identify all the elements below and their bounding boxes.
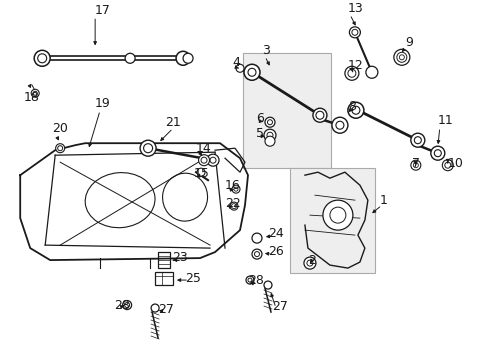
Text: 3: 3: [262, 44, 269, 57]
Circle shape: [231, 185, 240, 193]
Text: 13: 13: [347, 2, 363, 15]
Circle shape: [125, 53, 135, 63]
Bar: [243, 53, 330, 168]
Circle shape: [442, 160, 452, 171]
Text: 28: 28: [114, 298, 130, 311]
Circle shape: [251, 233, 262, 243]
Text: 7: 7: [411, 157, 419, 170]
Text: 16: 16: [224, 179, 240, 192]
Circle shape: [410, 133, 424, 147]
Circle shape: [331, 117, 347, 133]
Text: 28: 28: [247, 274, 264, 287]
Text: 25: 25: [184, 271, 201, 284]
Text: 14: 14: [196, 142, 211, 155]
Text: 17: 17: [95, 4, 111, 17]
Circle shape: [244, 64, 260, 80]
Text: 5: 5: [255, 127, 264, 140]
Circle shape: [410, 160, 420, 170]
Bar: [155, 272, 173, 285]
Text: 11: 11: [437, 114, 453, 127]
Circle shape: [347, 102, 363, 118]
Circle shape: [251, 249, 262, 259]
Circle shape: [393, 49, 409, 65]
Text: 27: 27: [271, 300, 287, 312]
Circle shape: [151, 304, 159, 312]
Circle shape: [176, 51, 190, 65]
Text: 4: 4: [231, 56, 240, 69]
Text: 10: 10: [447, 157, 463, 170]
Circle shape: [198, 155, 209, 166]
Circle shape: [304, 257, 315, 269]
Bar: [289, 168, 374, 273]
Circle shape: [349, 27, 360, 38]
Circle shape: [264, 136, 274, 146]
Circle shape: [31, 89, 39, 97]
Text: 8: 8: [347, 100, 355, 113]
Text: 6: 6: [255, 112, 264, 125]
Circle shape: [183, 53, 193, 63]
Text: 21: 21: [165, 116, 181, 129]
Text: 27: 27: [158, 302, 174, 316]
Circle shape: [322, 200, 352, 230]
Circle shape: [229, 202, 238, 210]
Text: 12: 12: [347, 59, 363, 72]
Text: 22: 22: [224, 197, 240, 210]
Circle shape: [245, 276, 253, 284]
Circle shape: [264, 117, 274, 127]
Text: 19: 19: [95, 97, 111, 110]
Circle shape: [264, 281, 271, 289]
Text: 23: 23: [172, 251, 187, 264]
Text: 20: 20: [52, 122, 68, 135]
Circle shape: [34, 50, 50, 66]
Bar: [158, 252, 170, 268]
Circle shape: [344, 66, 358, 80]
Text: 9: 9: [404, 36, 412, 49]
Text: 15: 15: [194, 167, 209, 180]
Circle shape: [56, 144, 64, 153]
Circle shape: [197, 168, 204, 176]
Circle shape: [264, 129, 275, 141]
Circle shape: [206, 154, 219, 166]
Circle shape: [140, 140, 156, 156]
Text: 24: 24: [267, 226, 283, 240]
Circle shape: [236, 64, 244, 72]
Circle shape: [365, 66, 377, 78]
Circle shape: [430, 146, 444, 160]
Text: 2: 2: [307, 253, 315, 267]
Text: 1: 1: [379, 194, 387, 207]
Text: 26: 26: [267, 244, 283, 258]
Circle shape: [312, 108, 326, 122]
Text: 18: 18: [23, 91, 39, 104]
Circle shape: [122, 301, 131, 310]
